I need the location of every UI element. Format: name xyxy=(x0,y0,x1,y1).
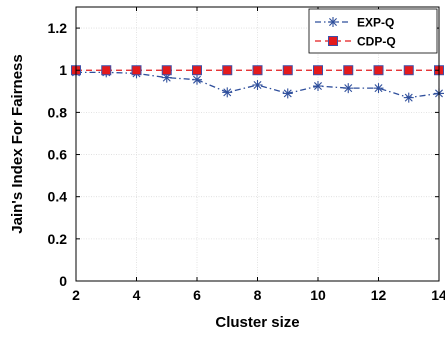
x-tick-label: 4 xyxy=(133,287,141,303)
legend-marker-exp-q xyxy=(328,17,338,27)
data-point-exp-q xyxy=(252,79,263,90)
data-point-cdp-q xyxy=(161,65,172,76)
x-tick-label: 2 xyxy=(72,287,80,303)
y-tick-label: 0.4 xyxy=(48,189,68,205)
data-point-exp-q xyxy=(373,83,384,94)
y-tick-label: 0 xyxy=(59,273,67,289)
legend: EXP-Q CDP-Q xyxy=(308,8,438,54)
x-tick-label: 10 xyxy=(310,287,326,303)
data-point-exp-q xyxy=(403,92,414,103)
tick-labels: 2 4 6 8 10 12 14 0 0.2 0.4 0.6 0.8 1 1.2 xyxy=(48,20,445,303)
data-point-cdp-q xyxy=(403,65,414,76)
data-point-cdp-q xyxy=(131,65,142,76)
axes xyxy=(75,6,440,282)
legend-item-cdp-q: CDP-Q xyxy=(315,35,396,49)
legend-label-cdp-q: CDP-Q xyxy=(357,35,396,49)
x-tick-label: 12 xyxy=(371,287,387,303)
data-point-cdp-q xyxy=(252,65,263,76)
x-tick-label: 6 xyxy=(193,287,201,303)
data-point-cdp-q xyxy=(343,65,354,76)
x-tick-label: 8 xyxy=(254,287,262,303)
data-point-cdp-q xyxy=(373,65,384,76)
data-point-cdp-q xyxy=(222,65,233,76)
data-point-cdp-q xyxy=(282,65,293,76)
y-tick-label: 1 xyxy=(59,62,67,78)
data-point-exp-q xyxy=(282,88,293,99)
y-tick-label: 1.2 xyxy=(48,20,68,36)
legend-marker-cdp-q xyxy=(328,36,338,46)
series-cdp-q xyxy=(71,65,444,76)
data-point-exp-q xyxy=(313,81,323,92)
data-point-cdp-q xyxy=(192,65,202,76)
y-axis-label: Jain's Index For Fairness xyxy=(9,54,26,233)
data-point-cdp-q xyxy=(101,65,112,76)
data-point-exp-q xyxy=(343,83,354,94)
x-axis-label: Cluster size xyxy=(215,314,299,331)
legend-item-exp-q: EXP-Q xyxy=(315,16,394,30)
y-tick-label: 0.6 xyxy=(48,147,68,163)
x-tick-label: 14 xyxy=(431,287,445,303)
data-point-exp-q xyxy=(192,74,202,85)
data-point-exp-q xyxy=(222,87,233,98)
y-tick-label: 0.8 xyxy=(48,104,68,120)
data-point-cdp-q xyxy=(313,65,323,76)
legend-label-exp-q: EXP-Q xyxy=(357,16,394,30)
y-tick-label: 0.2 xyxy=(48,231,68,247)
